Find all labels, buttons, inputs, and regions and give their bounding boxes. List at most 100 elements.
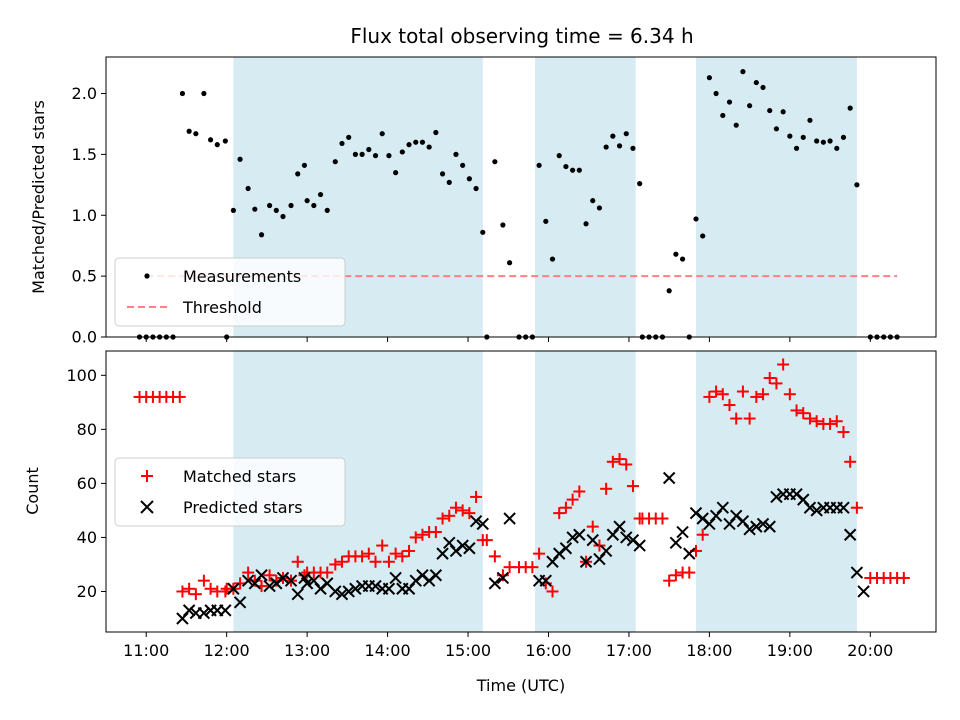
measurements-point bbox=[610, 133, 616, 139]
predicted-stars-point bbox=[329, 585, 342, 598]
measurements-point bbox=[713, 90, 719, 97]
matched-stars-point bbox=[600, 482, 613, 495]
matched-stars-point bbox=[409, 531, 422, 544]
measurements-point bbox=[179, 90, 186, 97]
measurements-point bbox=[780, 109, 786, 115]
matched-stars-point bbox=[573, 485, 586, 498]
measurements-point bbox=[556, 153, 562, 159]
matched-stars-point bbox=[750, 390, 763, 403]
predicted-stars-point bbox=[620, 531, 633, 544]
matched-stars-point bbox=[189, 588, 202, 601]
matched-stars-point bbox=[263, 569, 276, 582]
measurements-point bbox=[596, 205, 603, 211]
legend-label-measurements: Measurements bbox=[183, 267, 301, 286]
measurements-point bbox=[753, 79, 759, 86]
y-tick-label: 2.0 bbox=[72, 84, 97, 103]
predicted-stars-point bbox=[263, 579, 276, 593]
matched-stars-point bbox=[586, 520, 599, 533]
matched-stars-point bbox=[763, 372, 776, 385]
measurements-point bbox=[288, 202, 294, 209]
predicted-stars-point bbox=[456, 539, 469, 552]
matched-stars-point bbox=[335, 555, 348, 568]
measurements-point bbox=[317, 191, 324, 198]
predicted-stars-point bbox=[566, 531, 579, 544]
measurements-point bbox=[820, 139, 826, 145]
predicted-stars-point bbox=[756, 517, 770, 531]
predicted-stars-point bbox=[586, 533, 599, 547]
predicted-stars-point bbox=[233, 596, 247, 609]
predicted-stars-point bbox=[476, 517, 489, 531]
measurements-point bbox=[393, 170, 399, 176]
measurements-point bbox=[679, 256, 686, 262]
measurements-point bbox=[280, 213, 286, 220]
observing-window-2 bbox=[535, 57, 636, 337]
measurements-point bbox=[386, 153, 392, 159]
measurements-point bbox=[352, 151, 359, 157]
measurements-point bbox=[304, 198, 310, 204]
measurements-point bbox=[295, 171, 301, 177]
predicted-stars-point bbox=[803, 501, 817, 514]
matched-stars-point bbox=[626, 480, 639, 493]
predicted-stars-point bbox=[469, 515, 483, 528]
measurements-point bbox=[706, 75, 712, 81]
observing-window-3 bbox=[695, 351, 857, 632]
predicted-stars-point bbox=[219, 604, 232, 617]
measurements-point bbox=[480, 229, 486, 235]
predicted-stars-point bbox=[857, 585, 870, 598]
measurements-point bbox=[800, 134, 806, 140]
predicted-stars-point bbox=[539, 574, 553, 587]
predicted-stars-point bbox=[335, 587, 349, 601]
measurements-point bbox=[616, 143, 623, 149]
matched-stars-point bbox=[321, 566, 334, 579]
matched-stars-point bbox=[830, 415, 843, 428]
measurements-point bbox=[543, 218, 549, 224]
matched-stars-point bbox=[197, 574, 210, 587]
y-tick-label: 100 bbox=[66, 366, 97, 385]
y-tick-label: 1.0 bbox=[72, 206, 97, 225]
measurements-point bbox=[346, 134, 352, 140]
legend-label-threshold: Threshold bbox=[182, 298, 262, 317]
measurements-point bbox=[747, 103, 753, 109]
measurements-point bbox=[207, 137, 214, 143]
matched-stars-point bbox=[396, 550, 409, 563]
matched-stars-point bbox=[176, 585, 189, 598]
measurements-point bbox=[446, 179, 452, 185]
predicted-stars-point bbox=[743, 523, 756, 536]
matched-stars-point bbox=[566, 493, 579, 506]
matched-stars-point bbox=[844, 455, 857, 468]
x-tick-label: 16:00 bbox=[525, 641, 571, 660]
matched-stars-point bbox=[797, 407, 810, 420]
predicted-stars-point bbox=[241, 574, 255, 587]
predicted-stars-point bbox=[436, 547, 449, 560]
matched-stars-point bbox=[436, 512, 449, 525]
top-y-axis-title: Matched/Predicted stars bbox=[29, 100, 48, 294]
top-legend: Measurements Threshold bbox=[114, 257, 346, 327]
x-tick-label: 11:00 bbox=[123, 641, 169, 660]
y-tick-label: 1.5 bbox=[72, 145, 97, 164]
matched-stars-point bbox=[810, 415, 823, 428]
measurements-point bbox=[840, 134, 847, 140]
top-series-layer bbox=[136, 69, 900, 340]
matched-stars-point bbox=[382, 555, 395, 568]
matched-stars-point bbox=[449, 501, 462, 514]
measurements-point bbox=[637, 181, 643, 187]
predicted-stars-point bbox=[850, 566, 864, 579]
matched-stars-point bbox=[376, 539, 389, 552]
measurements-point bbox=[666, 288, 672, 294]
matched-stars-point bbox=[777, 358, 790, 371]
measurements-point bbox=[359, 151, 365, 157]
measurements-point bbox=[814, 138, 820, 144]
predicted-stars-point bbox=[676, 525, 689, 539]
measurements-point bbox=[834, 145, 840, 151]
top-legend-box bbox=[114, 257, 346, 327]
x-tick-label: 18:00 bbox=[686, 641, 732, 660]
matched-stars-point bbox=[803, 412, 816, 425]
x-tick-label: 17:00 bbox=[606, 641, 652, 660]
measurements-point bbox=[623, 131, 629, 137]
chart-title: Flux total observing time = 6.34 h bbox=[350, 24, 693, 48]
matched-stars-point bbox=[897, 571, 910, 584]
matched-stars-point bbox=[613, 453, 626, 466]
matched-stars-point bbox=[824, 417, 837, 430]
matched-stars-point bbox=[329, 558, 342, 571]
